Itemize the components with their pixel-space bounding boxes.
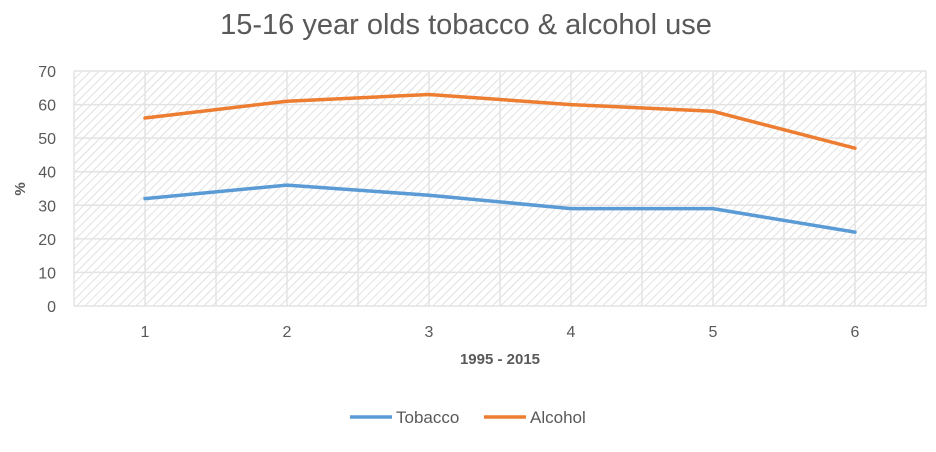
x-axis-ticks: 1 2 3 4 5 6 bbox=[141, 324, 860, 341]
legend-label: Alcohol bbox=[530, 408, 586, 427]
x-axis-label: 1995 - 2015 bbox=[460, 351, 540, 368]
y-axis-label: % bbox=[12, 182, 29, 195]
x-tick-label: 5 bbox=[709, 324, 718, 341]
x-tick-label: 2 bbox=[283, 324, 292, 341]
chart-title: 15-16 year olds tobacco & alcohol use bbox=[220, 9, 712, 41]
y-tick-label: 60 bbox=[38, 98, 56, 115]
legend: Tobacco Alcohol bbox=[350, 408, 586, 427]
x-tick-label: 6 bbox=[851, 324, 860, 341]
y-tick-label: 50 bbox=[38, 131, 56, 148]
y-tick-label: 10 bbox=[38, 265, 56, 282]
x-tick-label: 3 bbox=[425, 324, 434, 341]
series-line-tobacco bbox=[143, 183, 857, 234]
y-tick-label: 70 bbox=[38, 64, 56, 81]
y-tick-label: 0 bbox=[47, 299, 56, 316]
legend-label: Tobacco bbox=[396, 408, 459, 427]
x-tick-label: 1 bbox=[141, 324, 150, 341]
y-tick-label: 40 bbox=[38, 165, 56, 182]
y-tick-label: 30 bbox=[38, 198, 56, 215]
y-axis-ticks: 0 10 20 30 40 50 60 70 bbox=[38, 64, 56, 316]
series-line-alcohol bbox=[143, 92, 857, 150]
gridlines bbox=[73, 70, 927, 307]
y-tick-label: 20 bbox=[38, 232, 56, 249]
x-tick-label: 4 bbox=[567, 324, 576, 341]
series-lines bbox=[143, 92, 857, 234]
